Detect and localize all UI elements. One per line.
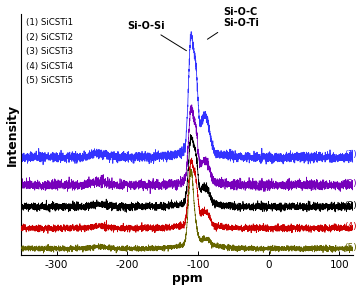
Text: (2): (2) — [344, 179, 357, 188]
X-axis label: ppm: ppm — [172, 272, 203, 285]
Y-axis label: Intensity: Intensity — [5, 103, 19, 166]
Text: (5) SiCSTi5: (5) SiCSTi5 — [26, 76, 74, 85]
Text: (3) SiCSTi3: (3) SiCSTi3 — [26, 47, 74, 56]
Text: (1): (1) — [344, 150, 357, 159]
Text: (4): (4) — [344, 222, 357, 231]
Text: (4) SiCSTi4: (4) SiCSTi4 — [26, 62, 74, 71]
Text: Si-O-Si: Si-O-Si — [127, 21, 186, 51]
Text: (2) SiCSTi2: (2) SiCSTi2 — [26, 33, 74, 42]
Text: (1) SiCSTi1: (1) SiCSTi1 — [26, 18, 74, 27]
Text: (3): (3) — [344, 201, 357, 210]
Text: Si-O-C
Si-O-Ti: Si-O-C Si-O-Ti — [207, 6, 259, 39]
Text: (5): (5) — [344, 243, 357, 252]
